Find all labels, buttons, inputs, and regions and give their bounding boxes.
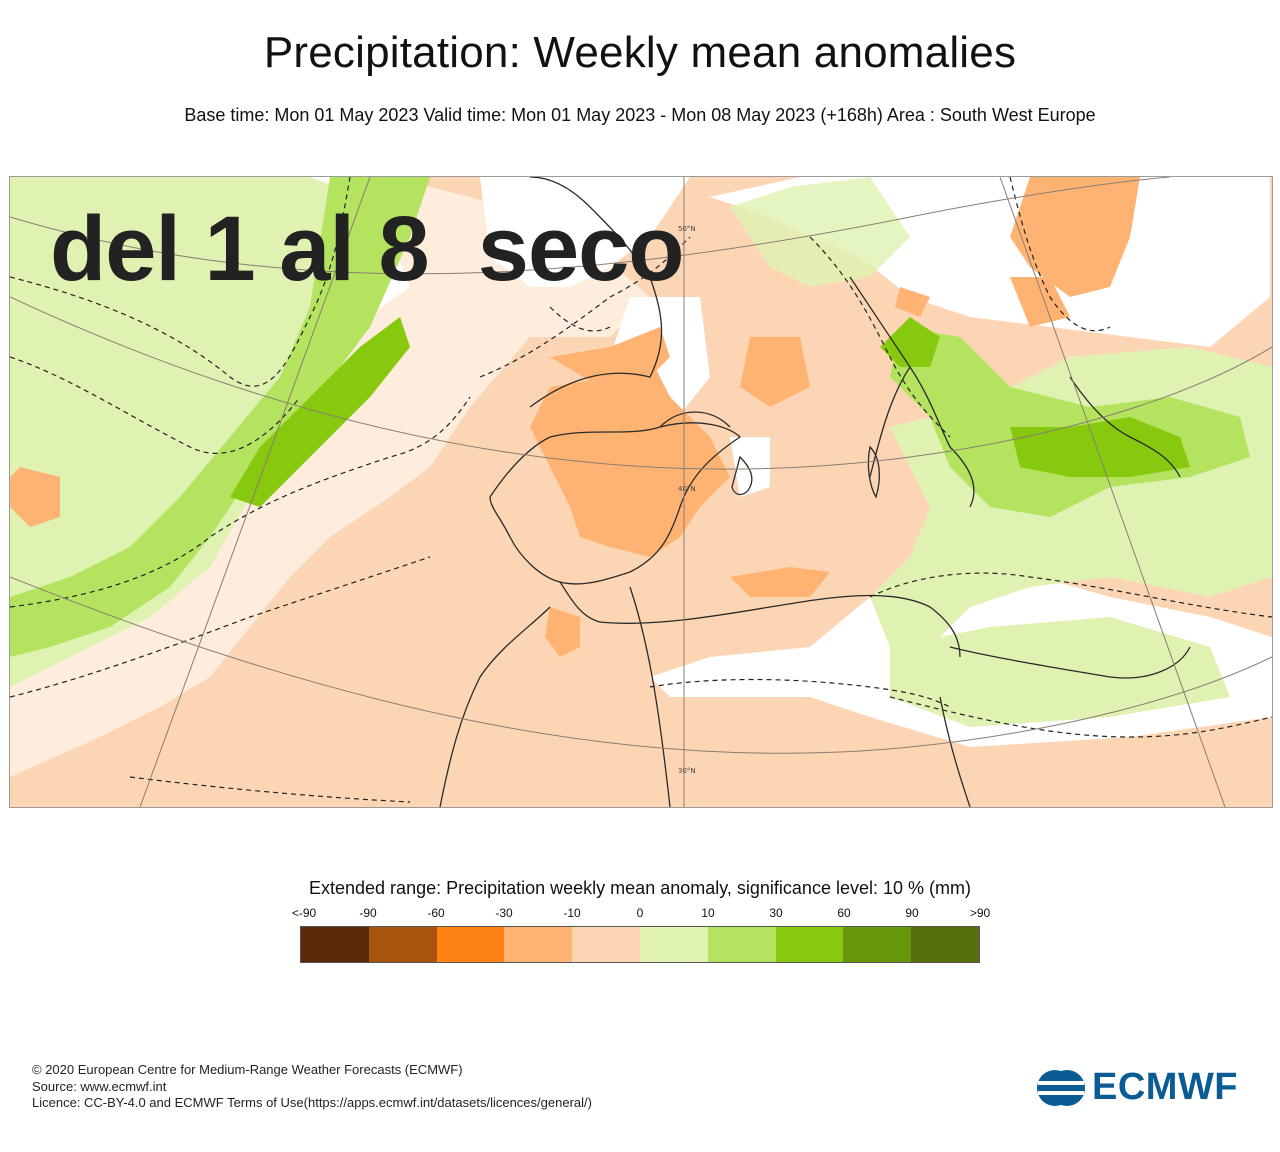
footer: © 2020 European Centre for Medium-Range … [32,1062,592,1112]
legend-label: -60 [427,906,445,920]
licence-line: Licence: CC-BY-4.0 and ECMWF Terms of Us… [32,1095,592,1110]
legend-swatch-2 [436,927,505,962]
legend-colorbar [300,926,980,963]
legend-labels: <-90 -90 -60 -30 -10 0 10 30 60 90 >90 [270,906,1010,922]
legend-swatch-7 [775,927,844,962]
anomaly-map: 50°N 40°N 30°N del 1 al 8 seco [9,176,1273,808]
legend-label: 90 [905,906,919,920]
legend-label: -10 [563,906,581,920]
legend-label: <-90 [291,906,317,920]
graticule [10,177,1272,807]
ecmwf-logo-text: ECMWF [1092,1066,1239,1108]
legend-swatch-5 [639,927,708,962]
source-line: Source: www.ecmwf.int [32,1078,167,1094]
legend-label: 0 [636,906,644,920]
legend-swatch-9 [911,927,979,962]
chart-subtitle: Base time: Mon 01 May 2023 Valid time: M… [184,105,1096,125]
legend-label: 30 [769,906,783,920]
legend-title: Extended range: Precipitation weekly mea… [309,878,971,898]
legend-label: >90 [969,906,991,920]
legend-swatch-6 [707,927,776,962]
lat-label-50: 50°N [678,225,696,233]
legend-label: -30 [495,906,513,920]
legend-swatch-8 [843,927,912,962]
lat-label-40: 40°N [678,485,696,493]
legend-swatch-3 [504,927,573,962]
copyright-line: © 2020 European Centre for Medium-Range … [32,1062,463,1077]
legend-label: 10 [701,906,715,920]
legend-swatch-1 [368,927,437,962]
map-canvas: 50°N 40°N 30°N [10,177,1272,807]
ecmwf-logo-icon [1037,1069,1085,1106]
chart-title: Precipitation: Weekly mean anomalies [263,28,1017,77]
legend-label: 60 [837,906,851,920]
ecmwf-logo: ECMWF [1036,1066,1238,1109]
legend-label: -90 [359,906,377,920]
overlay-annotation: del 1 al 8 seco [50,198,684,300]
coastlines [439,177,1191,807]
legend-swatch-0 [301,927,369,962]
significance-contours [10,177,1272,803]
legend-swatch-4 [572,927,640,962]
dry-areas [10,177,1140,657]
lat-label-30: 30°N [678,767,696,775]
